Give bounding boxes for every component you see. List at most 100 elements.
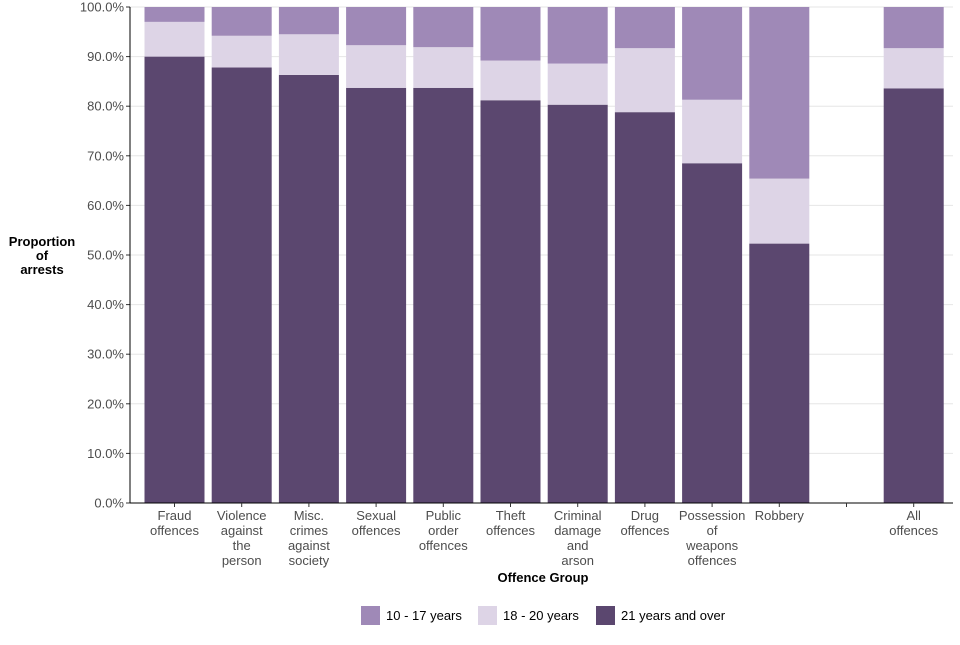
bar-segment (346, 87, 407, 504)
bar-segment (883, 7, 944, 49)
y-tick-labels: 0.0% 10.0% 20.0% 30.0% 40.0% 50.0% 60.0% 70.0% 8… (80, 0, 125, 511)
legend-swatch (596, 606, 615, 625)
x-tick-label-line: the (233, 538, 251, 553)
x-tick-label-line: person (222, 553, 262, 568)
y-axis-title-text: Proportion of arrests (9, 234, 75, 277)
bar-segment (413, 47, 474, 88)
x-tick-label: Violence against the person (217, 508, 267, 568)
y-tick-label: 90.0% (87, 49, 124, 64)
x-tick-label-line: Misc. (294, 508, 324, 523)
x-tick-label-line: offences (352, 523, 401, 538)
x-tick-label-line: offences (889, 523, 938, 538)
x-tick-label-line: society (289, 553, 330, 568)
bar-segment (211, 67, 272, 504)
y-tick-label: 0.0% (94, 496, 124, 511)
bar-segment (749, 7, 810, 179)
y-tick-label: 40.0% (87, 297, 124, 312)
x-tick-label-line: against (221, 523, 263, 538)
bar-segment (614, 48, 675, 113)
bar-segment (144, 21, 205, 57)
y-tick-label: 50.0% (87, 248, 124, 263)
bar-segment (211, 35, 272, 68)
bar-segment (614, 112, 675, 503)
legend-swatch (361, 606, 380, 625)
x-tick-label-line: and (567, 538, 589, 553)
x-tick-label-line: against (288, 538, 330, 553)
x-tick-label: All offences (889, 508, 938, 538)
axes (126, 6, 953, 507)
legend-swatch (478, 606, 497, 625)
bar-segment (749, 243, 810, 504)
legend-label: 18 - 20 years (503, 608, 579, 623)
bar-segment (413, 7, 474, 48)
bar-segment (211, 7, 272, 36)
x-tick-label-line: offences (150, 523, 199, 538)
x-tick-label: Misc. crimes against society (288, 508, 330, 568)
y-axis-title: Proportion of arrests (9, 234, 75, 277)
legend-label: 21 years and over (621, 608, 726, 623)
y-tick-label: 10.0% (87, 446, 124, 461)
x-tick-label-line: weapons (685, 538, 739, 553)
x-tick-label: Possession of weapons offences (679, 508, 745, 568)
x-tick-label-line: offences (688, 553, 737, 568)
bar-segment (547, 63, 608, 105)
bar-segment (547, 7, 608, 64)
x-tick-label-line: Violence (217, 508, 267, 523)
bar-segment (480, 100, 541, 504)
y-tick-label: 60.0% (87, 198, 124, 213)
x-tick-label-line: Criminal (554, 508, 602, 523)
x-tick-label-line: order (428, 523, 459, 538)
x-tick-label: Sexual offences (352, 508, 401, 538)
x-tick-label: Criminal damage and arson (554, 508, 602, 568)
x-tick-label-line: Drug (631, 508, 659, 523)
x-tick-label-line: Theft (496, 508, 526, 523)
bar-segment (480, 7, 541, 61)
x-tick-label: Drug offences (620, 508, 669, 538)
y-axis-title-line: Proportion (9, 234, 75, 249)
bar-segment (614, 7, 675, 49)
x-tick-label-line: arson (561, 553, 594, 568)
bar-segment (346, 45, 407, 88)
bar-segment (144, 56, 205, 503)
y-tick-label: 20.0% (87, 396, 124, 411)
x-tick-label-line: Robbery (755, 508, 805, 523)
x-tick-label-line: Public (426, 508, 462, 523)
x-tick-label-line: offences (419, 538, 468, 553)
x-tick-label: Public order offences (419, 508, 468, 553)
x-tick-label: Theft offences (486, 508, 535, 538)
x-tick-label-line: Sexual (356, 508, 396, 523)
legend-item: 18 - 20 years (478, 606, 579, 625)
x-tick-label-line: crimes (290, 523, 329, 538)
x-tick-label-line: All (906, 508, 921, 523)
y-tick-label: 100.0% (80, 0, 125, 15)
bar-segment (413, 87, 474, 504)
x-tick-label-line: damage (554, 523, 601, 538)
bar-segment (144, 7, 205, 22)
y-tick-label: 80.0% (87, 99, 124, 114)
x-tick-label-line: of (707, 523, 718, 538)
x-tick-label-line: Fraud (158, 508, 192, 523)
bar-segment (883, 88, 944, 504)
x-tick-label: Fraud offences (150, 508, 199, 538)
y-tick-label: 30.0% (87, 347, 124, 362)
bar-segment (682, 99, 743, 164)
x-axis-title: Offence Group (497, 570, 588, 585)
bar-segment (883, 48, 944, 89)
legend: 10 - 17 years 18 - 20 years 21 years and o… (361, 606, 726, 625)
bar-segment (278, 74, 339, 504)
legend-item: 10 - 17 years (361, 606, 462, 625)
bar-segment (682, 7, 743, 100)
y-tick-label: 70.0% (87, 148, 124, 163)
x-tick-label-line: Possession (679, 508, 745, 523)
x-tick-label-line: offences (620, 523, 669, 538)
x-tick-label: Robbery (755, 508, 805, 523)
bar-segment (480, 60, 541, 101)
legend-item: 21 years and over (596, 606, 726, 625)
y-axis-title-line: of (36, 248, 49, 263)
bar-segment (682, 163, 743, 504)
bar-segment (278, 7, 339, 35)
y-axis-title-line: arrests (20, 262, 63, 277)
bar-segment (346, 7, 407, 46)
